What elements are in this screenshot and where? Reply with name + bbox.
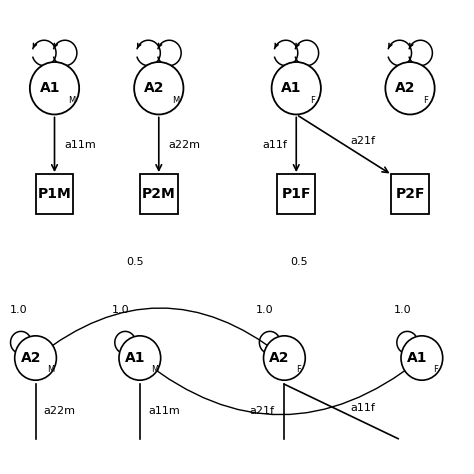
FancyBboxPatch shape — [140, 174, 178, 214]
Text: A1: A1 — [407, 351, 428, 365]
Circle shape — [385, 62, 435, 114]
Text: M: M — [47, 365, 54, 374]
Text: A2: A2 — [144, 81, 164, 95]
Text: F: F — [424, 96, 428, 105]
Circle shape — [272, 62, 321, 114]
Text: A1: A1 — [39, 81, 60, 95]
Text: a11f: a11f — [351, 403, 375, 413]
FancyBboxPatch shape — [36, 174, 73, 214]
Text: F: F — [433, 365, 438, 374]
Text: a11m: a11m — [148, 407, 180, 417]
Text: P2M: P2M — [142, 187, 176, 201]
Text: 0.5: 0.5 — [290, 257, 308, 267]
Text: a22m: a22m — [168, 140, 201, 150]
Text: F: F — [296, 365, 301, 374]
Text: P1F: P1F — [282, 187, 311, 201]
Circle shape — [264, 336, 305, 380]
Circle shape — [15, 336, 56, 380]
Text: a11m: a11m — [64, 140, 96, 150]
Text: A1: A1 — [125, 351, 146, 365]
Text: M: M — [173, 96, 180, 105]
Text: a21f: a21f — [351, 136, 376, 146]
Text: F: F — [310, 96, 315, 105]
Text: A2: A2 — [20, 351, 41, 365]
Text: 1.0: 1.0 — [256, 305, 273, 315]
Text: a11f: a11f — [262, 140, 287, 150]
Text: A2: A2 — [269, 351, 290, 365]
Circle shape — [119, 336, 161, 380]
Circle shape — [401, 336, 443, 380]
FancyBboxPatch shape — [391, 174, 429, 214]
Circle shape — [30, 62, 79, 114]
FancyBboxPatch shape — [277, 174, 315, 214]
Text: M: M — [68, 96, 75, 105]
Text: A2: A2 — [395, 81, 416, 95]
Text: a22m: a22m — [44, 407, 76, 417]
Text: P2F: P2F — [395, 187, 425, 201]
Text: A1: A1 — [281, 81, 302, 95]
Text: P1M: P1M — [37, 187, 72, 201]
Text: 1.0: 1.0 — [111, 305, 129, 315]
Text: 1.0: 1.0 — [9, 305, 27, 315]
Text: M: M — [151, 365, 158, 374]
Circle shape — [134, 62, 183, 114]
Text: a21f: a21f — [249, 407, 274, 417]
Text: 0.5: 0.5 — [126, 257, 144, 267]
Text: 1.0: 1.0 — [393, 305, 411, 315]
